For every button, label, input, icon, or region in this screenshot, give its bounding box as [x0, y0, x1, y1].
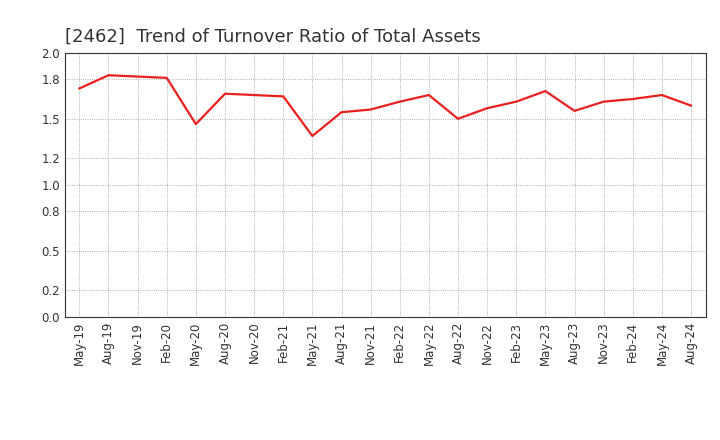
Text: [2462]  Trend of Turnover Ratio of Total Assets: [2462] Trend of Turnover Ratio of Total … — [65, 28, 480, 46]
